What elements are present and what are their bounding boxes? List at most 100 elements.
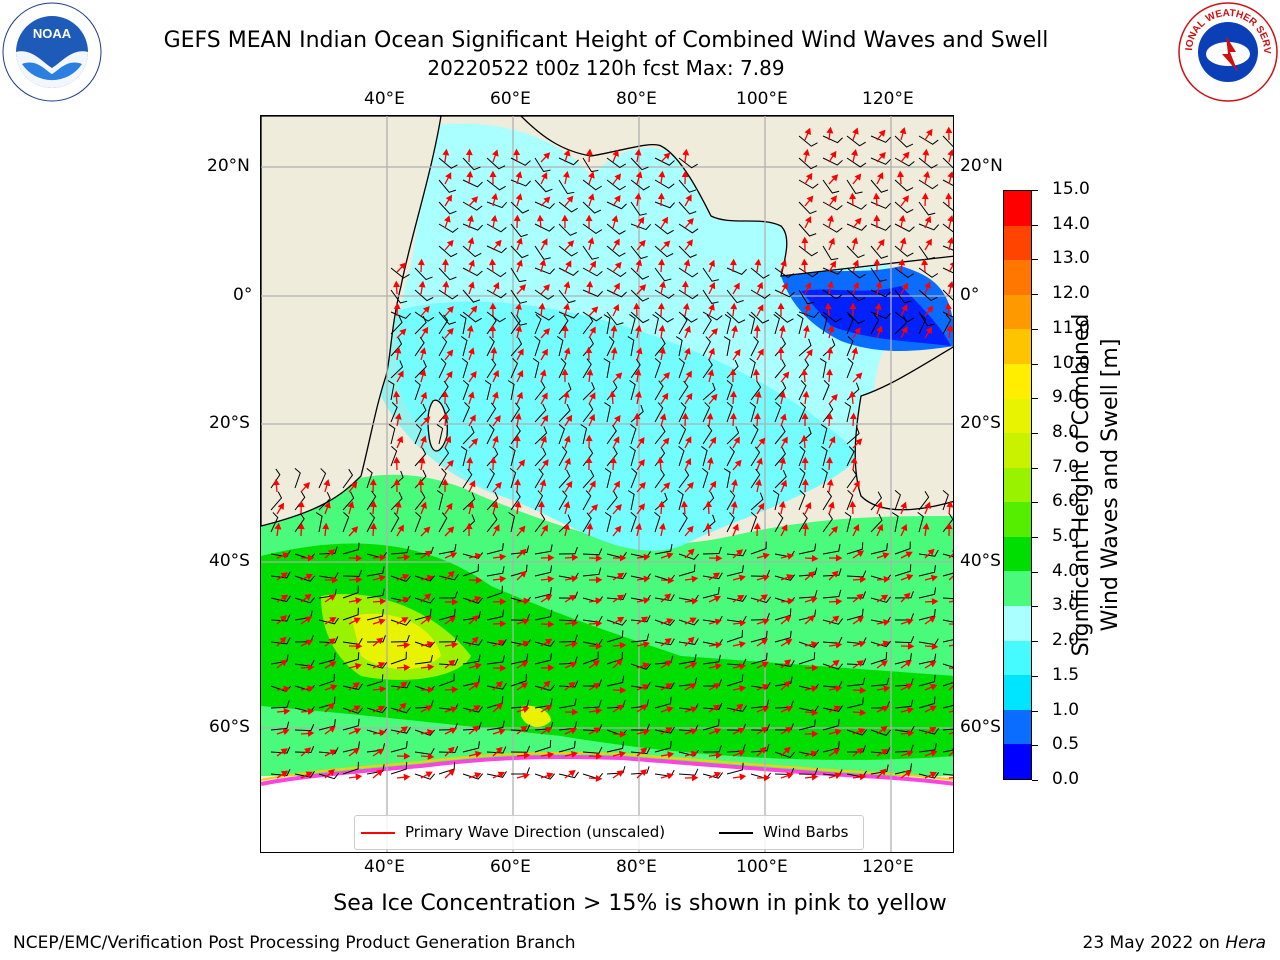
wind-barb (606, 447, 618, 467)
wind-barb (822, 179, 840, 194)
wave-direction-arrow (708, 328, 718, 339)
wave-direction-arrow (947, 237, 953, 251)
wave-direction-arrow (276, 728, 290, 736)
wave-direction-arrow (924, 326, 933, 339)
wave-direction-arrow (420, 771, 433, 779)
wave-direction-arrow (420, 526, 431, 537)
wind-barb (702, 745, 722, 753)
wave-direction-arrow (874, 302, 882, 317)
wave-direction-arrow (561, 324, 569, 339)
wind-barb (702, 572, 723, 580)
wave-direction-arrow (899, 127, 907, 141)
wave-direction-arrow (489, 170, 497, 185)
wind-barb (510, 179, 531, 187)
wave-direction-arrow (876, 685, 891, 693)
wave-direction-arrow (393, 390, 401, 405)
wave-direction-arrow (780, 597, 795, 605)
wave-direction-arrow (444, 706, 458, 713)
wind-barb (678, 402, 687, 423)
wave-direction-arrow (756, 618, 770, 625)
wave-direction-arrow (513, 214, 521, 229)
wind-barb (558, 591, 579, 599)
wave-direction-arrow (610, 346, 618, 361)
wind-barb (773, 313, 780, 335)
wave-direction-arrow (588, 642, 603, 650)
wave-direction-arrow (372, 574, 386, 582)
colorbar (1003, 190, 1032, 780)
wave-direction-arrow (372, 554, 387, 562)
wave-direction-arrow (851, 347, 859, 361)
wave-direction-arrow (924, 616, 936, 625)
wind-barb (894, 157, 915, 167)
wave-direction-arrow (420, 686, 435, 694)
wind-barb (654, 696, 672, 709)
wind-barb (318, 652, 336, 665)
wind-barb (438, 635, 458, 643)
wind-barb (702, 424, 713, 445)
wave-direction-arrow (636, 575, 651, 583)
wind-barb (678, 749, 699, 757)
wave-direction-arrow (489, 324, 497, 339)
wind-barb (462, 611, 482, 621)
wind-barb (942, 705, 953, 709)
wind-barb (822, 741, 840, 753)
wave-direction-arrow (681, 170, 689, 185)
colorbar-segment (1004, 605, 1031, 641)
wave-direction-arrow (585, 456, 593, 471)
wave-direction-arrow (274, 522, 282, 537)
wind-barb (342, 585, 359, 599)
wave-direction-arrow (900, 574, 914, 581)
colorbar-tick-label: 2.0 (1052, 630, 1080, 651)
lon-tick-bottom-60e: 60°E (490, 857, 531, 877)
wind-barb (438, 179, 457, 193)
wind-barb (918, 653, 937, 665)
wave-direction-arrow (636, 284, 647, 295)
wave-direction-arrow (492, 681, 503, 691)
wave-direction-arrow (636, 503, 645, 515)
wind-barb (870, 245, 889, 259)
wind-barb (486, 311, 506, 323)
wind-barb (510, 653, 529, 665)
wind-barb (438, 201, 457, 215)
wind-barb (870, 677, 890, 687)
wind-barb (846, 697, 864, 709)
wind-barb (798, 289, 815, 305)
wave-direction-arrow (660, 372, 671, 383)
wave-direction-arrow (852, 660, 864, 669)
wave-direction-arrow (585, 214, 593, 229)
wave-direction-arrow (682, 148, 690, 163)
wind-barb (942, 135, 953, 148)
wave-direction-arrow (564, 554, 579, 561)
wind-barb (870, 640, 892, 648)
wind-barb (414, 546, 434, 555)
colorbar-tick-label: 13.0 (1052, 248, 1090, 269)
wave-direction-arrow (924, 661, 937, 669)
wave-direction-arrow (924, 305, 934, 317)
wind-barb (486, 201, 508, 209)
wave-direction-arrow (826, 478, 834, 493)
wind-barb (366, 635, 386, 643)
colorbar-axis-label-line2: Wind Waves and Swell [m] (1098, 338, 1123, 632)
wind-barb (366, 662, 387, 669)
wave-direction-arrow (660, 706, 674, 713)
wave-direction-arrow (635, 171, 643, 185)
wave-direction-arrow (684, 392, 693, 405)
wave-direction-arrow (515, 193, 523, 207)
wind-barb (390, 512, 400, 533)
wave-direction-arrow (756, 502, 765, 515)
wave-direction-arrow (609, 456, 617, 471)
wave-direction-arrow (300, 747, 312, 757)
wind-barb (534, 201, 555, 209)
wind-barb (606, 592, 627, 600)
wind-barb (558, 201, 578, 213)
wind-barb (390, 634, 410, 643)
wind-barb (654, 425, 666, 445)
wave-direction-arrow (658, 346, 666, 361)
wind-barb (294, 467, 301, 489)
wind-barb (894, 635, 915, 644)
wave-direction-arrow (393, 302, 401, 317)
wave-direction-arrow (756, 348, 764, 361)
wave-direction-arrow (513, 434, 521, 449)
wind-barb (534, 381, 546, 401)
wind-barb (894, 541, 911, 555)
